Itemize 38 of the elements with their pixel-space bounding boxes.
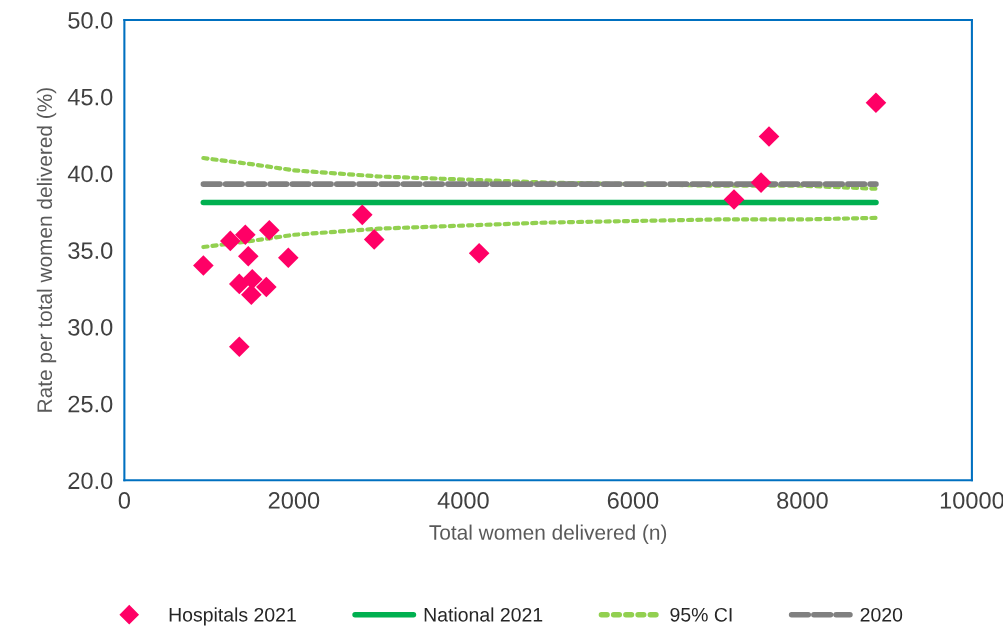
- legend-label: Hospitals 2021: [169, 607, 296, 626]
- point: [220, 230, 241, 252]
- point: [468, 242, 490, 264]
- point: [351, 204, 373, 226]
- y-tick-label: 50.0: [68, 12, 113, 29]
- y-tick-label: 20.0: [68, 472, 113, 490]
- y-tick-label: 25.0: [68, 395, 113, 413]
- legend-label: 95% CI: [670, 607, 732, 622]
- x-tick-label: 6000: [607, 492, 659, 509]
- x-tick-label: 8000: [777, 492, 828, 509]
- point: [229, 336, 250, 358]
- x-tick-label: 10000: [940, 492, 1003, 509]
- line-series: [201, 155, 879, 191]
- x-tick-label: 4000: [437, 492, 489, 509]
- point: [237, 245, 259, 267]
- point: [259, 219, 280, 241]
- y-tick-label: 35.0: [68, 242, 113, 259]
- y-tick-label: 30.0: [68, 318, 113, 336]
- point: [235, 224, 256, 246]
- y-tick-label: 45.0: [67, 88, 113, 106]
- point: [241, 268, 263, 290]
- legend-label: National 2021: [424, 607, 543, 622]
- x-axis-title: Total women delivered (n): [429, 524, 667, 544]
- point: [241, 284, 262, 305]
- legend-label: 2020: [860, 607, 903, 622]
- point: [277, 247, 299, 269]
- y-axis-title: Rate per total women delivered (%): [36, 88, 57, 412]
- point: [363, 229, 385, 250]
- point: [723, 189, 745, 210]
- x-tick-label: 2000: [268, 492, 320, 509]
- point: [750, 172, 772, 193]
- point: [758, 126, 780, 147]
- point: [865, 92, 887, 114]
- x-tick-label: 0: [118, 492, 131, 509]
- y-tick-label: 40.0: [67, 165, 113, 183]
- point: [256, 276, 277, 298]
- line-series: [201, 215, 879, 250]
- point: [193, 255, 214, 276]
